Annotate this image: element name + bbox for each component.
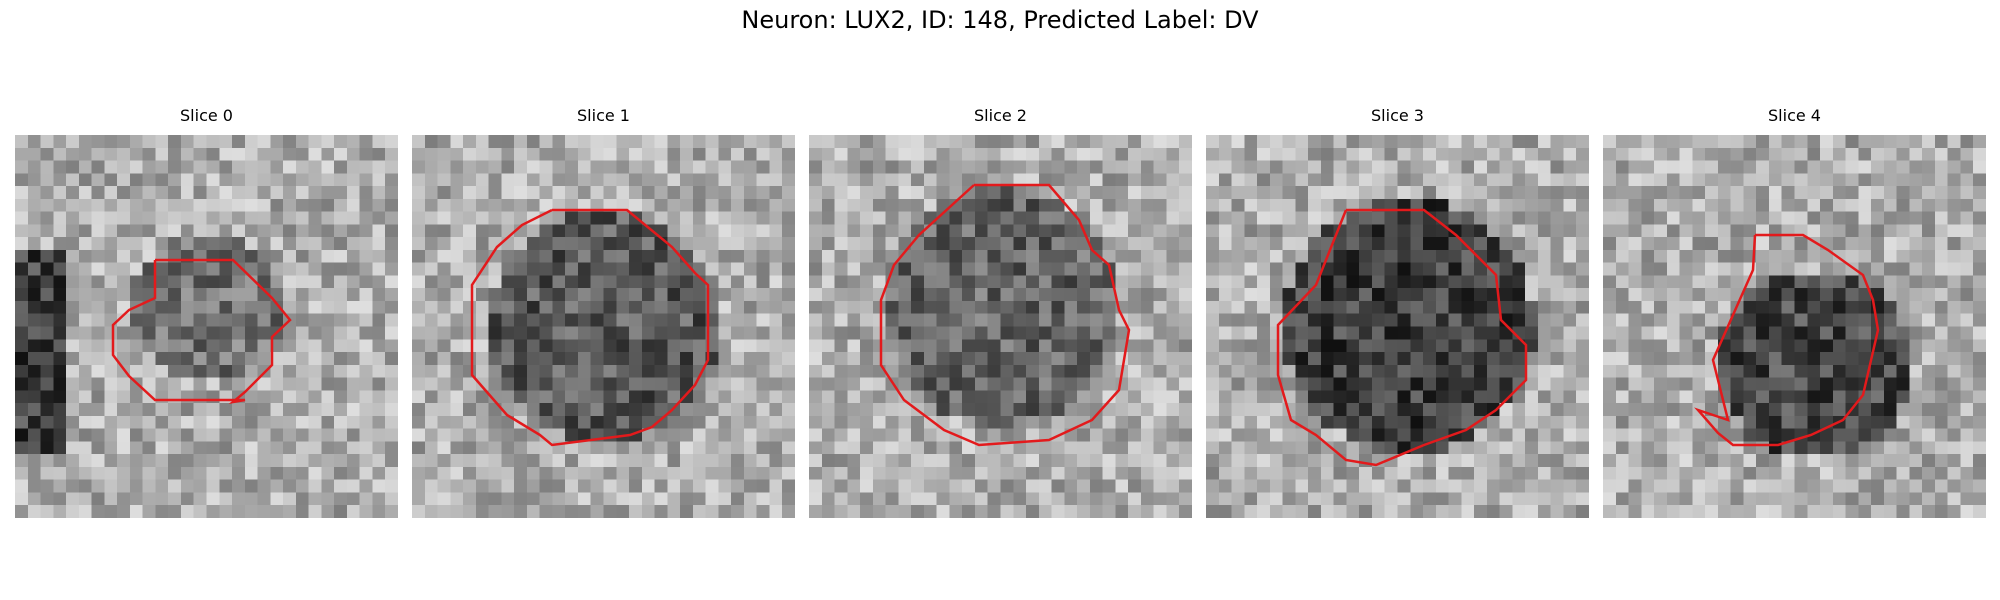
- slice-image: [15, 135, 398, 518]
- slice-panel-3: Slice 3: [1206, 106, 1589, 518]
- roi-contour: [879, 183, 1131, 447]
- slice-title: Slice 3: [1371, 106, 1424, 125]
- roi-contour: [470, 208, 710, 447]
- slice-image: [412, 135, 795, 518]
- slice-title: Slice 4: [1768, 106, 1821, 125]
- slice-panel-0: Slice 0: [15, 106, 398, 518]
- roi-contour: [1694, 233, 1880, 447]
- slice-title: Slice 1: [577, 106, 630, 125]
- figure-title: Neuron: LUX2, ID: 148, Predicted Label: …: [741, 6, 1259, 34]
- slice-panel-2: Slice 2: [809, 106, 1192, 518]
- slice-image: [1206, 135, 1589, 518]
- grayscale-patch: [1206, 135, 1589, 518]
- slice-title: Slice 2: [974, 106, 1027, 125]
- roi-contour: [111, 258, 292, 404]
- slice-image: [809, 135, 1192, 518]
- slice-panel-1: Slice 1: [412, 106, 795, 518]
- roi-contour: [1276, 208, 1528, 467]
- slice-title: Slice 0: [180, 106, 233, 125]
- slice-image: [1603, 135, 1986, 518]
- slice-panel-4: Slice 4: [1603, 106, 1986, 518]
- grayscale-patch: [15, 135, 398, 518]
- grayscale-patch: [412, 135, 795, 518]
- grayscale-patch: [1603, 135, 1986, 518]
